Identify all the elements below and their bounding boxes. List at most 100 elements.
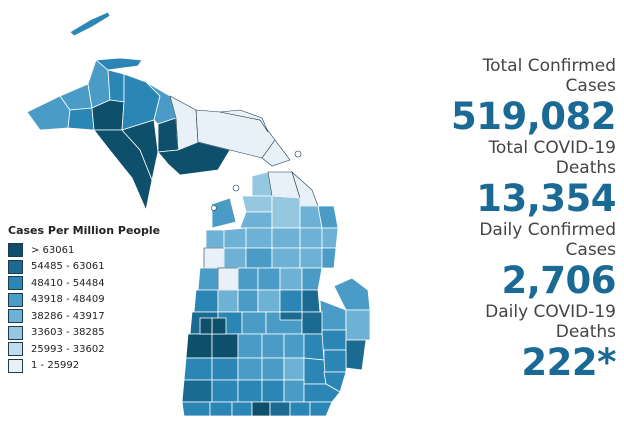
- stat-daily-deaths: Daily COVID-19 Deaths 222*: [386, 302, 616, 384]
- legend-items: > 63061 54485 - 63061 48410 - 54484 43918 -…: [8, 242, 168, 374]
- county-clare: [257, 267, 281, 291]
- stat-value: 13,354: [476, 177, 616, 220]
- legend-swatch: [8, 325, 23, 340]
- legend-label: 1 - 25992: [31, 360, 80, 371]
- stat-total-deaths: Total COVID-19 Deaths 13,354: [386, 138, 616, 220]
- stat-label: Daily Confirmed Cases: [479, 220, 616, 260]
- county-genesee: [301, 311, 323, 335]
- county-leelanau: [211, 197, 237, 229]
- county-jackson: [261, 379, 285, 403]
- isle-royale: [69, 11, 111, 37]
- county-schoolcraft: [157, 117, 179, 153]
- county-midland: [279, 289, 303, 313]
- county-oakland: [303, 333, 325, 361]
- county-kalkaska: [245, 227, 273, 249]
- county-otsego: [271, 195, 301, 229]
- county-grand-traverse: [223, 227, 247, 249]
- county-wexford: [223, 247, 247, 269]
- county-roscommon: [271, 247, 301, 269]
- county-allegan: [183, 357, 213, 381]
- county-van-buren: [181, 379, 213, 403]
- legend-swatch: [8, 358, 23, 373]
- county-huron: [333, 277, 371, 311]
- county-macomb: [323, 349, 347, 373]
- stats-panel: Total Confirmed Cases 519,082 Total COVI…: [386, 56, 617, 384]
- county-st-joseph: [231, 401, 253, 417]
- county-calhoun: [237, 379, 263, 403]
- legend-label: > 63061: [31, 244, 75, 256]
- county-osceola: [237, 267, 259, 291]
- county-wayne: [303, 357, 327, 385]
- legend-label: 48410 - 54484: [31, 277, 105, 289]
- county-berrien: [181, 401, 211, 417]
- county-cass: [209, 401, 233, 417]
- county-alpena: [317, 205, 339, 229]
- county-monroe-north: [303, 383, 341, 403]
- county-delta: [121, 119, 159, 182]
- legend-label: 33603 - 38285: [31, 327, 105, 338]
- legend-item: 54485 - 63061: [8, 259, 168, 275]
- county-antrim: [239, 211, 273, 229]
- county-iron: [67, 107, 95, 131]
- legend-swatch: [8, 292, 23, 307]
- stat-daily-cases: Daily Confirmed Cases 2,706: [386, 220, 616, 302]
- county-crawford: [271, 227, 301, 249]
- county-kalamazoo: [211, 379, 239, 403]
- michigan-county-map: [26, 11, 371, 417]
- county-monroe: [309, 401, 333, 417]
- county-washtenaw: [283, 379, 305, 403]
- legend-item: 1 - 25992: [8, 358, 168, 374]
- county-lenawee: [289, 401, 311, 417]
- county-newaygo: [217, 289, 239, 313]
- county-branch: [251, 401, 271, 417]
- county-midland-south: [279, 311, 303, 321]
- stat-label: Daily COVID-19 Deaths: [485, 302, 616, 342]
- county-benzie: [205, 229, 225, 249]
- map-legend: Cases Per Million People > 63061 54485 - …: [8, 224, 168, 374]
- legend-item: 38286 - 43917: [8, 308, 168, 324]
- county-ottawa: [185, 333, 213, 359]
- county-mackinac: [157, 141, 231, 176]
- county-baraga: [107, 69, 125, 103]
- county-alcona: [321, 227, 339, 249]
- county-missaukee: [245, 247, 273, 269]
- county-clinton: [261, 333, 285, 359]
- county-keweenaw: [94, 57, 143, 71]
- county-shiawassee: [283, 333, 305, 359]
- county-isabella: [257, 289, 281, 313]
- legend-item: 25993 - 33602: [8, 341, 168, 357]
- county-tuscola: [319, 299, 347, 331]
- county-lake: [217, 267, 239, 291]
- legend-item: > 63061: [8, 242, 168, 258]
- county-iosco: [321, 247, 337, 269]
- stat-value: 519,082: [450, 95, 617, 138]
- county-barry: [211, 357, 239, 381]
- county-arenac: [301, 267, 323, 291]
- county-gratiot: [241, 311, 267, 335]
- county-drummond: [261, 139, 291, 167]
- legend-label: 38286 - 43917: [31, 310, 105, 322]
- legend-label: 25993 - 33602: [31, 343, 105, 355]
- county-ogemaw: [299, 247, 323, 269]
- county-charlevoix: [241, 195, 273, 213]
- legend-item: 43918 - 48409: [8, 292, 168, 308]
- county-bay: [301, 289, 321, 313]
- county-ingham: [261, 357, 285, 381]
- stat-total-cases: Total Confirmed Cases 519,082: [386, 56, 617, 138]
- stat-label: Total Confirmed Cases: [482, 56, 616, 96]
- stat-label: Total COVID-19 Deaths: [488, 138, 616, 178]
- county-kent: [211, 333, 239, 359]
- island-beaver: [232, 184, 240, 192]
- county-manistee: [203, 247, 225, 269]
- county-ionia: [237, 333, 263, 359]
- county-oscoda: [299, 227, 323, 249]
- legend-title: Cases Per Million People: [8, 224, 161, 237]
- legend-swatch: [8, 342, 23, 356]
- county-oceana: [193, 289, 219, 313]
- county-kent-north: [211, 317, 227, 335]
- county-ottawa-north: [199, 317, 213, 335]
- county-mecosta: [237, 289, 259, 313]
- legend-item: 48410 - 54484: [8, 275, 168, 291]
- legend-swatch: [8, 309, 23, 323]
- legend-item: 33603 - 38285: [8, 325, 168, 341]
